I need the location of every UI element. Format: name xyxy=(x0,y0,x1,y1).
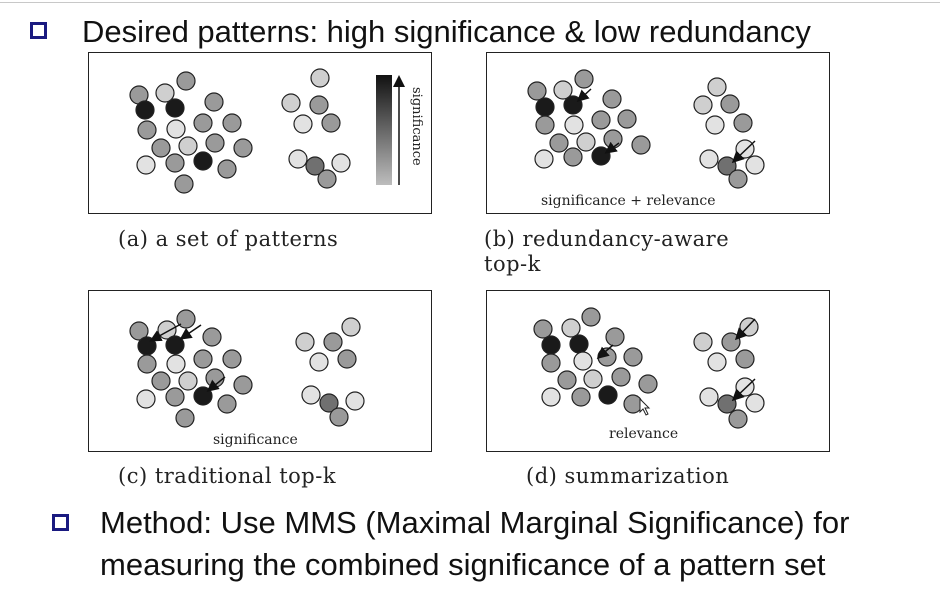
panel-b-circles xyxy=(527,69,765,189)
method-line1: Method: Use MMS (Maximal Marginal Signif… xyxy=(100,505,850,540)
panel-d-arrows xyxy=(596,318,756,402)
method-line2: measuring the combined significance of a… xyxy=(100,547,826,582)
panel-c-circles xyxy=(129,309,365,428)
method-bullet-icon xyxy=(52,514,69,531)
panel-c-inner-label: significance xyxy=(213,432,298,448)
panel-b-caption-line1: (b) redundancy-aware xyxy=(484,227,730,251)
panel-a: significance xyxy=(88,52,432,214)
panel-c-arrows xyxy=(149,323,226,392)
panel-d: relevance xyxy=(486,290,830,452)
panel-b-caption-line2: top-k xyxy=(484,252,541,276)
panel-c-figure xyxy=(129,309,365,428)
heading-text: Desired patterns: high significance & lo… xyxy=(82,14,811,49)
panel-a-figure xyxy=(129,68,405,194)
top-rule xyxy=(0,2,940,3)
mouse-cursor-icon xyxy=(639,397,651,416)
panel-b: significance + relevance xyxy=(486,52,830,214)
panel-d-caption: (d) summarization xyxy=(526,464,730,488)
significance-gradient-bar xyxy=(376,75,392,185)
panel-b-inner-label: significance + relevance xyxy=(541,193,716,209)
panel-d-circles xyxy=(533,307,765,429)
panel-c: significance xyxy=(88,290,432,452)
panel-d-figure xyxy=(533,307,765,429)
panel-b-figure xyxy=(527,69,765,189)
panel-c-caption: (c) traditional top-k xyxy=(118,464,337,488)
panel-d-inner-label: relevance xyxy=(609,426,679,442)
panel-a-circles xyxy=(129,68,351,194)
significance-bar-label: significance xyxy=(409,87,424,166)
panel-b-arrows xyxy=(576,88,756,164)
panel-a-caption: (a) a set of patterns xyxy=(118,227,339,251)
heading-bullet-icon xyxy=(30,22,47,39)
